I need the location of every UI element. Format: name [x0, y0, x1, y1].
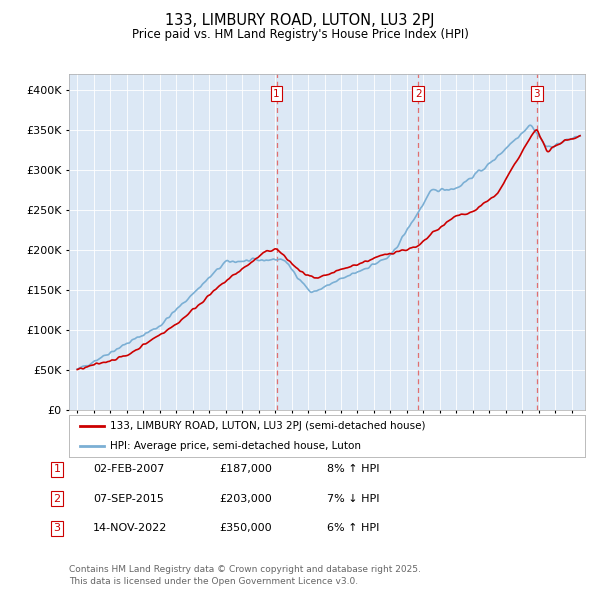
- Text: 7% ↓ HPI: 7% ↓ HPI: [327, 494, 380, 504]
- Text: Contains HM Land Registry data © Crown copyright and database right 2025.: Contains HM Land Registry data © Crown c…: [69, 565, 421, 574]
- Text: 1: 1: [53, 464, 61, 474]
- Text: 133, LIMBURY ROAD, LUTON, LU3 2PJ: 133, LIMBURY ROAD, LUTON, LU3 2PJ: [165, 13, 435, 28]
- Text: 133, LIMBURY ROAD, LUTON, LU3 2PJ (semi-detached house): 133, LIMBURY ROAD, LUTON, LU3 2PJ (semi-…: [110, 421, 426, 431]
- Text: 07-SEP-2015: 07-SEP-2015: [93, 494, 164, 504]
- Text: 02-FEB-2007: 02-FEB-2007: [93, 464, 164, 474]
- Text: 8% ↑ HPI: 8% ↑ HPI: [327, 464, 380, 474]
- Text: This data is licensed under the Open Government Licence v3.0.: This data is licensed under the Open Gov…: [69, 577, 358, 586]
- Text: 14-NOV-2022: 14-NOV-2022: [93, 523, 167, 533]
- Text: 6% ↑ HPI: 6% ↑ HPI: [327, 523, 379, 533]
- Text: 2: 2: [415, 88, 421, 99]
- Text: £203,000: £203,000: [219, 494, 272, 504]
- Text: £350,000: £350,000: [219, 523, 272, 533]
- Text: HPI: Average price, semi-detached house, Luton: HPI: Average price, semi-detached house,…: [110, 441, 361, 451]
- Text: £187,000: £187,000: [219, 464, 272, 474]
- Text: 1: 1: [273, 88, 280, 99]
- Text: Price paid vs. HM Land Registry's House Price Index (HPI): Price paid vs. HM Land Registry's House …: [131, 28, 469, 41]
- Text: 3: 3: [53, 523, 61, 533]
- Text: 2: 2: [53, 494, 61, 504]
- Text: 3: 3: [533, 88, 540, 99]
